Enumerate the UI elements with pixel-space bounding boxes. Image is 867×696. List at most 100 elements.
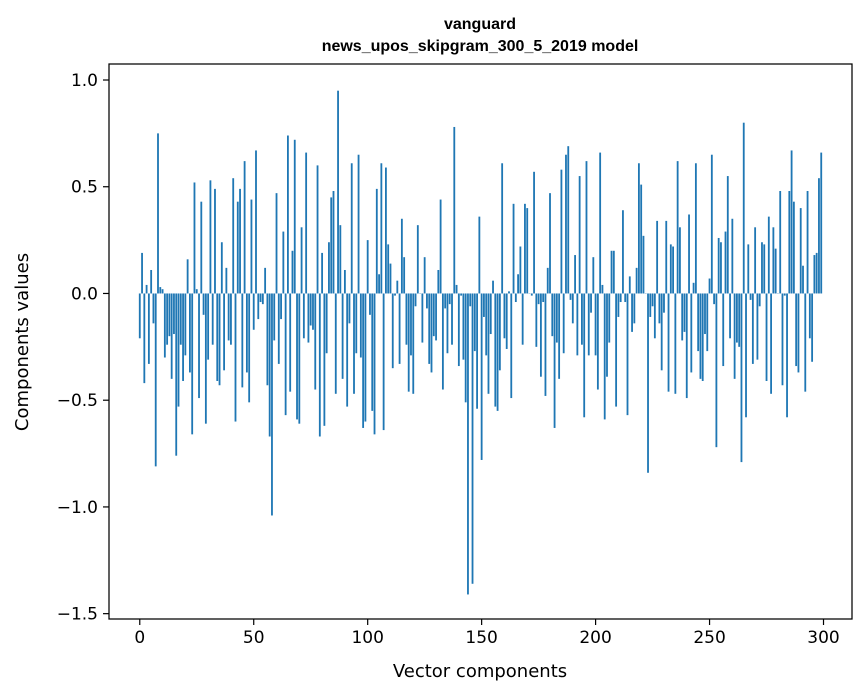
bar-86 <box>334 293 337 394</box>
bar-103 <box>373 293 376 435</box>
bar-213 <box>624 293 627 303</box>
x-tick-label-300: 300 <box>807 628 839 648</box>
bar-298 <box>818 178 820 294</box>
bar-155 <box>492 280 494 294</box>
bar-61 <box>277 293 280 364</box>
bar-144 <box>467 293 469 595</box>
bar-27 <box>200 201 203 294</box>
bar-79 <box>318 293 321 437</box>
bar-272 <box>758 293 761 307</box>
bar-281 <box>779 191 782 294</box>
bar-117 <box>405 293 408 345</box>
x-tick-label-0: 0 <box>134 628 145 648</box>
bar-54 <box>261 293 264 305</box>
bar-43 <box>236 201 239 294</box>
bar-293 <box>806 191 809 294</box>
bar-177 <box>542 293 545 303</box>
bar-9 <box>159 287 162 294</box>
bar-70 <box>298 293 301 424</box>
bar-145 <box>469 293 472 307</box>
bar-263 <box>738 293 741 347</box>
bar-278 <box>772 227 775 294</box>
bar-85 <box>332 191 335 294</box>
bar-80 <box>321 252 324 294</box>
bar-249 <box>706 293 709 352</box>
bar-256 <box>722 293 725 367</box>
bar-198 <box>590 293 592 313</box>
bar-112 <box>394 293 396 296</box>
bar-107 <box>382 293 385 431</box>
bar-157 <box>496 293 499 411</box>
bar-194 <box>581 293 583 345</box>
bar-208 <box>612 250 615 294</box>
bar-209 <box>615 293 618 407</box>
bar-266 <box>745 293 747 418</box>
bar-143 <box>464 293 467 403</box>
bar-135 <box>446 293 449 354</box>
bar-122 <box>416 225 419 294</box>
bar-114 <box>398 293 401 364</box>
bar-53 <box>259 293 262 303</box>
bar-62 <box>280 293 282 320</box>
bar-14 <box>170 293 173 379</box>
bar-136 <box>448 293 451 305</box>
bar-87 <box>337 90 339 294</box>
bar-229 <box>660 293 663 371</box>
bar-190 <box>571 293 574 324</box>
bar-23 <box>191 293 194 435</box>
bar-119 <box>410 293 412 356</box>
bar-37 <box>223 293 225 371</box>
bar-254 <box>717 237 720 294</box>
bar-124 <box>421 293 424 343</box>
bar-83 <box>328 242 330 294</box>
bar-18 <box>179 293 182 345</box>
bar-231 <box>665 220 668 294</box>
bar-269 <box>751 293 754 364</box>
bar-235 <box>674 293 677 394</box>
bar-203 <box>601 284 604 294</box>
bar-64 <box>284 293 287 416</box>
bar-34 <box>216 293 219 381</box>
bar-99 <box>364 293 367 422</box>
bar-42 <box>234 293 237 422</box>
bar-189 <box>569 293 572 300</box>
bar-219 <box>637 163 640 294</box>
bar-205 <box>606 293 608 377</box>
bar-267 <box>747 244 750 294</box>
y-tick-label-2: −0.5 <box>57 391 98 411</box>
x-axis-ticks: 0 50 100 150 200 250 300 <box>134 619 840 648</box>
bar-169 <box>524 203 526 294</box>
bar-262 <box>735 293 738 343</box>
bar-221 <box>642 235 645 294</box>
bar-164 <box>512 203 515 294</box>
bar-173 <box>533 171 535 294</box>
bar-210 <box>617 293 620 317</box>
bar-181 <box>551 293 554 337</box>
bar-285 <box>788 191 791 294</box>
bar-168 <box>521 293 524 345</box>
bar-206 <box>608 293 611 343</box>
bar-146 <box>471 293 474 584</box>
bar-46 <box>243 161 246 294</box>
bar-105 <box>378 274 380 294</box>
bar-49 <box>250 199 253 294</box>
bar-140 <box>457 293 460 367</box>
bar-230 <box>663 293 665 313</box>
bar-260 <box>731 218 734 294</box>
bar-110 <box>389 263 392 294</box>
bar-92 <box>348 293 351 324</box>
bar-95 <box>355 293 358 354</box>
bar-102 <box>371 293 374 411</box>
x-tick-label-200: 200 <box>579 628 611 648</box>
bar-227 <box>656 220 659 294</box>
bar-50 <box>252 293 255 330</box>
bar-22 <box>189 293 191 373</box>
bar-224 <box>649 293 652 317</box>
bar-153 <box>487 293 490 394</box>
bar-233 <box>669 244 672 294</box>
bar-69 <box>296 293 298 420</box>
bar-141 <box>460 293 463 296</box>
bar-78 <box>316 165 319 294</box>
bar-212 <box>622 210 624 294</box>
bar-118 <box>407 293 410 392</box>
